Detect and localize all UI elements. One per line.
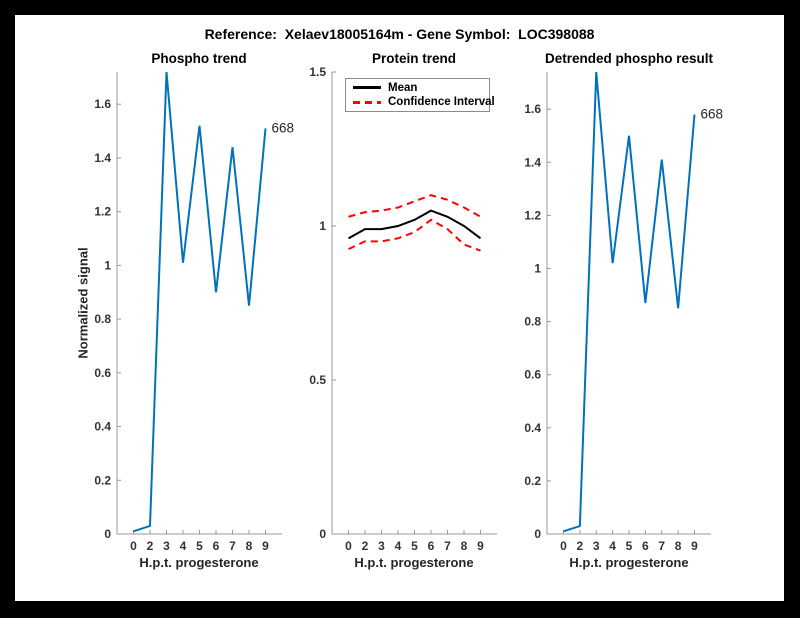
axes-frame bbox=[331, 72, 497, 535]
x-tick-label: 0 bbox=[560, 539, 567, 553]
y-tick-label: 0 bbox=[104, 527, 111, 541]
subplot2-title: Protein trend bbox=[371, 51, 457, 66]
y-tick-label: 0.4 bbox=[524, 421, 541, 435]
legend-row-confidence-interval: Confidence Interval bbox=[353, 96, 495, 108]
legend-label-mean: Mean bbox=[388, 81, 418, 94]
x-tick-label: 4 bbox=[395, 539, 402, 553]
y-tick-label: 1 bbox=[104, 258, 111, 272]
subplot3-xlabel: H.p.t. progesterone bbox=[569, 555, 689, 570]
x-tick-label: 9 bbox=[691, 539, 698, 553]
series-line-mean bbox=[348, 209, 482, 240]
subplot2-xlabel: H.p.t. progesterone bbox=[354, 555, 474, 570]
x-tick-label: 2 bbox=[362, 539, 369, 553]
y-tick-label: 1.6 bbox=[94, 97, 111, 111]
y-tick-label: 0.2 bbox=[94, 473, 111, 487]
x-tick-label: 4 bbox=[609, 539, 616, 553]
x-tick-label: 2 bbox=[147, 539, 154, 553]
subplot-2-axes: 0 2 3 4 5 6 7 8 900.511.5 bbox=[309, 65, 497, 553]
x-tick-label: 8 bbox=[675, 539, 682, 553]
legend: Mean Confidence Interval bbox=[345, 78, 495, 112]
series-line-confidence-interval-upper bbox=[348, 194, 481, 218]
y-tick-label: 1 bbox=[534, 261, 541, 275]
subplot-3-axes: 0 2 3 4 5 6 7 8 900.20.40.60.811.21.41.6 668 bbox=[524, 71, 724, 553]
legend-label-confidence-interval: Confidence Interval bbox=[388, 96, 495, 109]
x-tick-label: 8 bbox=[461, 539, 468, 553]
x-tick-label: 5 bbox=[196, 539, 203, 553]
series-end-label: 668 bbox=[701, 106, 724, 121]
y-tick-label: 0.6 bbox=[524, 368, 541, 382]
figure-title: Reference: Xelaev18005164m - Gene Symbol… bbox=[204, 26, 595, 42]
subplot3-title: Detrended phospho result bbox=[544, 51, 714, 66]
y-tick-label: 1.4 bbox=[94, 151, 111, 165]
y-tick-label: 0.8 bbox=[94, 312, 111, 326]
y-tick-label: 0.5 bbox=[309, 373, 326, 387]
x-tick-label: 3 bbox=[378, 539, 385, 553]
x-tick-label: 0 bbox=[345, 539, 352, 553]
x-tick-label: 5 bbox=[411, 539, 418, 553]
x-tick-label: 3 bbox=[593, 539, 600, 553]
y-tick-label: 0.8 bbox=[524, 315, 541, 329]
x-tick-label: 9 bbox=[262, 539, 269, 553]
series-line-confidence-interval-lower bbox=[348, 218, 481, 252]
x-tick-label: 4 bbox=[180, 539, 187, 553]
y-tick-label: 0.6 bbox=[94, 366, 111, 380]
x-tick-label: 3 bbox=[163, 539, 170, 553]
confidence-interval-line-sample-icon bbox=[353, 100, 381, 104]
y-tick-label: 1.4 bbox=[524, 155, 541, 169]
x-tick-label: 7 bbox=[444, 539, 451, 553]
figure-canvas: Reference: Xelaev18005164m - Gene Symbol… bbox=[15, 15, 784, 601]
x-tick-label: 6 bbox=[213, 539, 220, 553]
y-tick-label: 1.2 bbox=[524, 208, 541, 222]
y-tick-label: 0.2 bbox=[524, 474, 541, 488]
x-tick-label: 9 bbox=[477, 539, 484, 553]
subplot1-xlabel: H.p.t. progesterone bbox=[139, 555, 259, 570]
series-line-detrended-phospho-signal bbox=[563, 71, 696, 533]
y-tick-label: 1.6 bbox=[524, 102, 541, 116]
y-tick-label: 1.5 bbox=[309, 65, 326, 79]
x-tick-label: 7 bbox=[658, 539, 665, 553]
x-tick-label: 0 bbox=[130, 539, 137, 553]
x-tick-label: 5 bbox=[626, 539, 633, 553]
x-tick-label: 2 bbox=[577, 539, 584, 553]
series-end-label: 668 bbox=[272, 120, 295, 135]
x-tick-label: 6 bbox=[642, 539, 649, 553]
subplot1-ylabel: Normalized signal bbox=[75, 247, 91, 359]
y-tick-label: 1 bbox=[319, 219, 326, 233]
x-tick-label: 8 bbox=[246, 539, 253, 553]
series-line-phospho-signal bbox=[133, 71, 267, 533]
axes-frame bbox=[116, 72, 282, 535]
y-tick-label: 0 bbox=[319, 527, 326, 541]
mean-line-sample-icon bbox=[353, 86, 381, 90]
subplot1-title: Phospho trend bbox=[151, 51, 247, 66]
x-tick-label: 7 bbox=[229, 539, 236, 553]
y-tick-label: 0 bbox=[534, 527, 541, 541]
y-tick-label: 1.2 bbox=[94, 205, 111, 219]
y-tick-label: 0.4 bbox=[94, 420, 111, 434]
x-tick-label: 6 bbox=[428, 539, 435, 553]
legend-row-mean: Mean bbox=[353, 82, 489, 94]
